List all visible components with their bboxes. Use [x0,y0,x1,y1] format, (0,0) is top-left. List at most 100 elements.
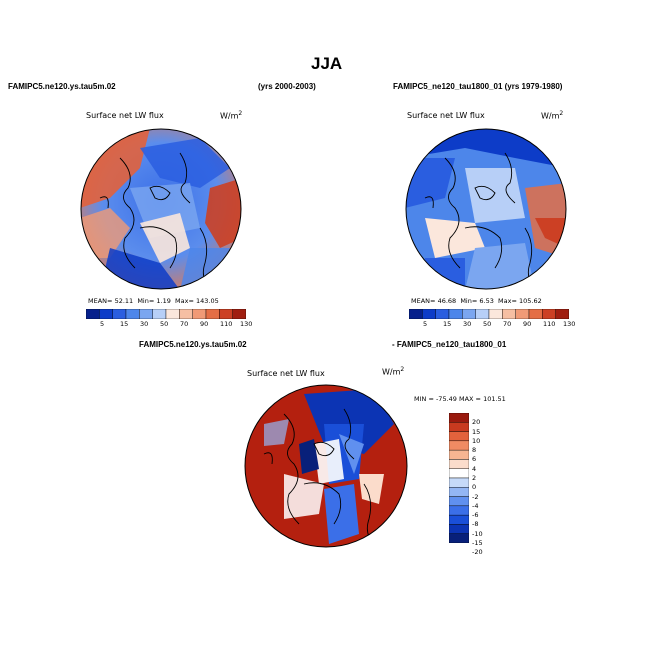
panel2-mean-label: MEAN= [411,297,436,305]
panel1-run-label: FAMIPC5.ne120.ys.tau5m.02 [8,82,116,91]
panel1-colorbar-swatch [86,309,100,319]
panel3-colorbar-tick-label: -6 [472,511,479,520]
panel2-colorbar [409,309,569,319]
panel3-colorbar-swatch [449,505,469,516]
panel3-colorbar-swatch [449,422,469,432]
panel3-run-label-a: FAMIPC5.ne120.ys.tau5m.02 [139,340,247,349]
panel1-min-label: Min= [137,297,155,305]
panel1-colorbar-swatch [232,309,246,319]
panel2-colorbar-tick-label: 110 [543,320,556,328]
panel3-colorbar-swatch [449,487,469,497]
panel2-colorbar-tick-label: 30 [463,320,472,328]
panel3-colorbar-tick-label: 0 [472,483,477,492]
panel1-mean: 52.11 [114,297,134,305]
panel1-colorbar-tick-label: 15 [120,320,129,328]
panel2-colorbar-swatch [435,309,450,319]
panel1-map [80,128,242,290]
panel2-colorbar-swatch [409,309,423,319]
panel1-colorbar-tick-label: 30 [140,320,149,328]
panel2-units: W/m2 [541,110,563,121]
panel2-colorbar-swatch [542,309,556,319]
panel2-colorbar-tick-label: 130 [563,320,576,328]
panel3-colorbar-swatch [449,496,469,507]
panel1-colorbar-ticks: 5 15 30 50 70 90 110 130 [86,320,252,330]
panel2-colorbar-swatch [555,309,569,319]
panel1-colorbar [86,309,246,319]
panel2-max: 105.62 [518,297,542,305]
panel2-colorbar-swatch [448,309,463,319]
panel3-run-label-b: - FAMIPC5_ne120_tau1800_01 [392,340,507,349]
panel1-max: 143.05 [195,297,219,305]
panel2-colorbar-swatch [475,309,490,319]
panel3-colorbar-tick-label: -8 [472,520,479,529]
panel2-colorbar-tick-label: 5 [423,320,428,328]
panel1-colorbar-swatch [179,309,193,319]
panel2-colorbar-tick-label: 15 [443,320,452,328]
panel3-units-exp: 2 [400,366,405,373]
panel1-period: (yrs 2000-2003) [258,82,316,91]
panel1-units-base: W/m [220,111,239,121]
panel1-colorbar-swatch [125,309,140,319]
panel2-colorbar-swatch [528,309,543,319]
panel2-max-label: Max= [498,297,517,305]
panel1-colorbar-swatch [192,309,207,319]
panel3-colorbar-tick-label: -15 [472,539,483,547]
panel1-colorbar-swatch [219,309,233,319]
panel3-colorbar [449,413,469,543]
panel1-mean-label: MEAN= [88,297,113,305]
panel1-units-exp: 2 [238,110,243,117]
panel1-colorbar-tick-label: 70 [180,320,189,328]
panel3-colorbar-swatch [449,459,469,469]
panel1-title: Surface net LW flux [86,111,164,120]
panel2-min-label: Min= [460,297,478,305]
panel2-map [405,128,567,290]
panel3-map [244,384,408,548]
panel3-colorbar-tick-label: 2 [472,474,477,482]
panel1-units: W/m2 [220,110,242,121]
panel2-min: 6.53 [479,297,494,305]
panel1-colorbar-tick-label: 110 [220,320,233,328]
panel1-colorbar-swatch [205,309,220,319]
panel2-colorbar-swatch [515,309,530,319]
panel2-colorbar-swatch [502,309,516,319]
panel1-colorbar-swatch [152,309,167,319]
panel1-colorbar-tick-label: 50 [160,320,169,328]
panel3-colorbar-swatch [449,468,469,479]
panel3-colorbar-tick-label: -20 [472,548,483,557]
panel2-stats: MEAN= 46.68 Min= 6.53 Max= 105.62 [411,297,542,305]
panel2-units-base: W/m [541,111,560,121]
panel2-mean: 46.68 [437,297,457,305]
panel1-stats: MEAN= 52.11 Min= 1.19 Max= 143.05 [88,297,219,305]
panel3-colorbar-tick-label: -4 [472,501,479,510]
panel3-colorbar-tick-label: 8 [472,446,477,455]
panel3-colorbar-swatch [449,449,469,460]
panel2-colorbar-ticks: 5 15 30 50 70 90 110 130 [409,320,575,330]
panel2-colorbar-tick-label: 90 [523,320,532,328]
panel3-colorbar-swatch [449,431,469,442]
panel1-colorbar-swatch [165,309,180,319]
panel3-colorbar-tick-label: 4 [472,464,477,473]
panel3-colorbar-tick-label: 15 [472,427,481,436]
panel2-colorbar-swatch [422,309,436,319]
panel3-colorbar-tick-label: -2 [472,492,479,501]
panel3-colorbar-tick-label: 10 [472,436,481,445]
panel2-colorbar-tick-label: 70 [503,320,512,328]
panel2-title: Surface net LW flux [407,111,485,120]
panel3-colorbar-tick-label: 20 [472,418,481,427]
panel1-colorbar-tick-label: 90 [200,320,209,328]
panel1-colorbar-swatch [112,309,127,319]
panel2-colorbar-tick-label: 50 [483,320,492,328]
panel3-colorbar-swatch [449,440,469,451]
panel3-colorbar-swatch [449,533,469,543]
panel3-title: Surface net LW flux [247,369,325,378]
panel1-min: 1.19 [156,297,171,305]
panel3-colorbar-swatch [449,514,469,525]
panel3-units-base: W/m [382,367,401,377]
panel3-units: W/m2 [382,366,404,377]
panel3-colorbar-ticks: 20 15 10 8 6 4 2 0 -2 -4 -6 -8 -10 -15 -20 [472,413,502,556]
panel3-colorbar-swatch [449,477,469,488]
panel1-colorbar-tick-label: 130 [240,320,253,328]
panel2-units-exp: 2 [559,110,564,117]
panel3-colorbar-swatch [449,413,469,423]
panel2-colorbar-swatch [462,309,476,319]
